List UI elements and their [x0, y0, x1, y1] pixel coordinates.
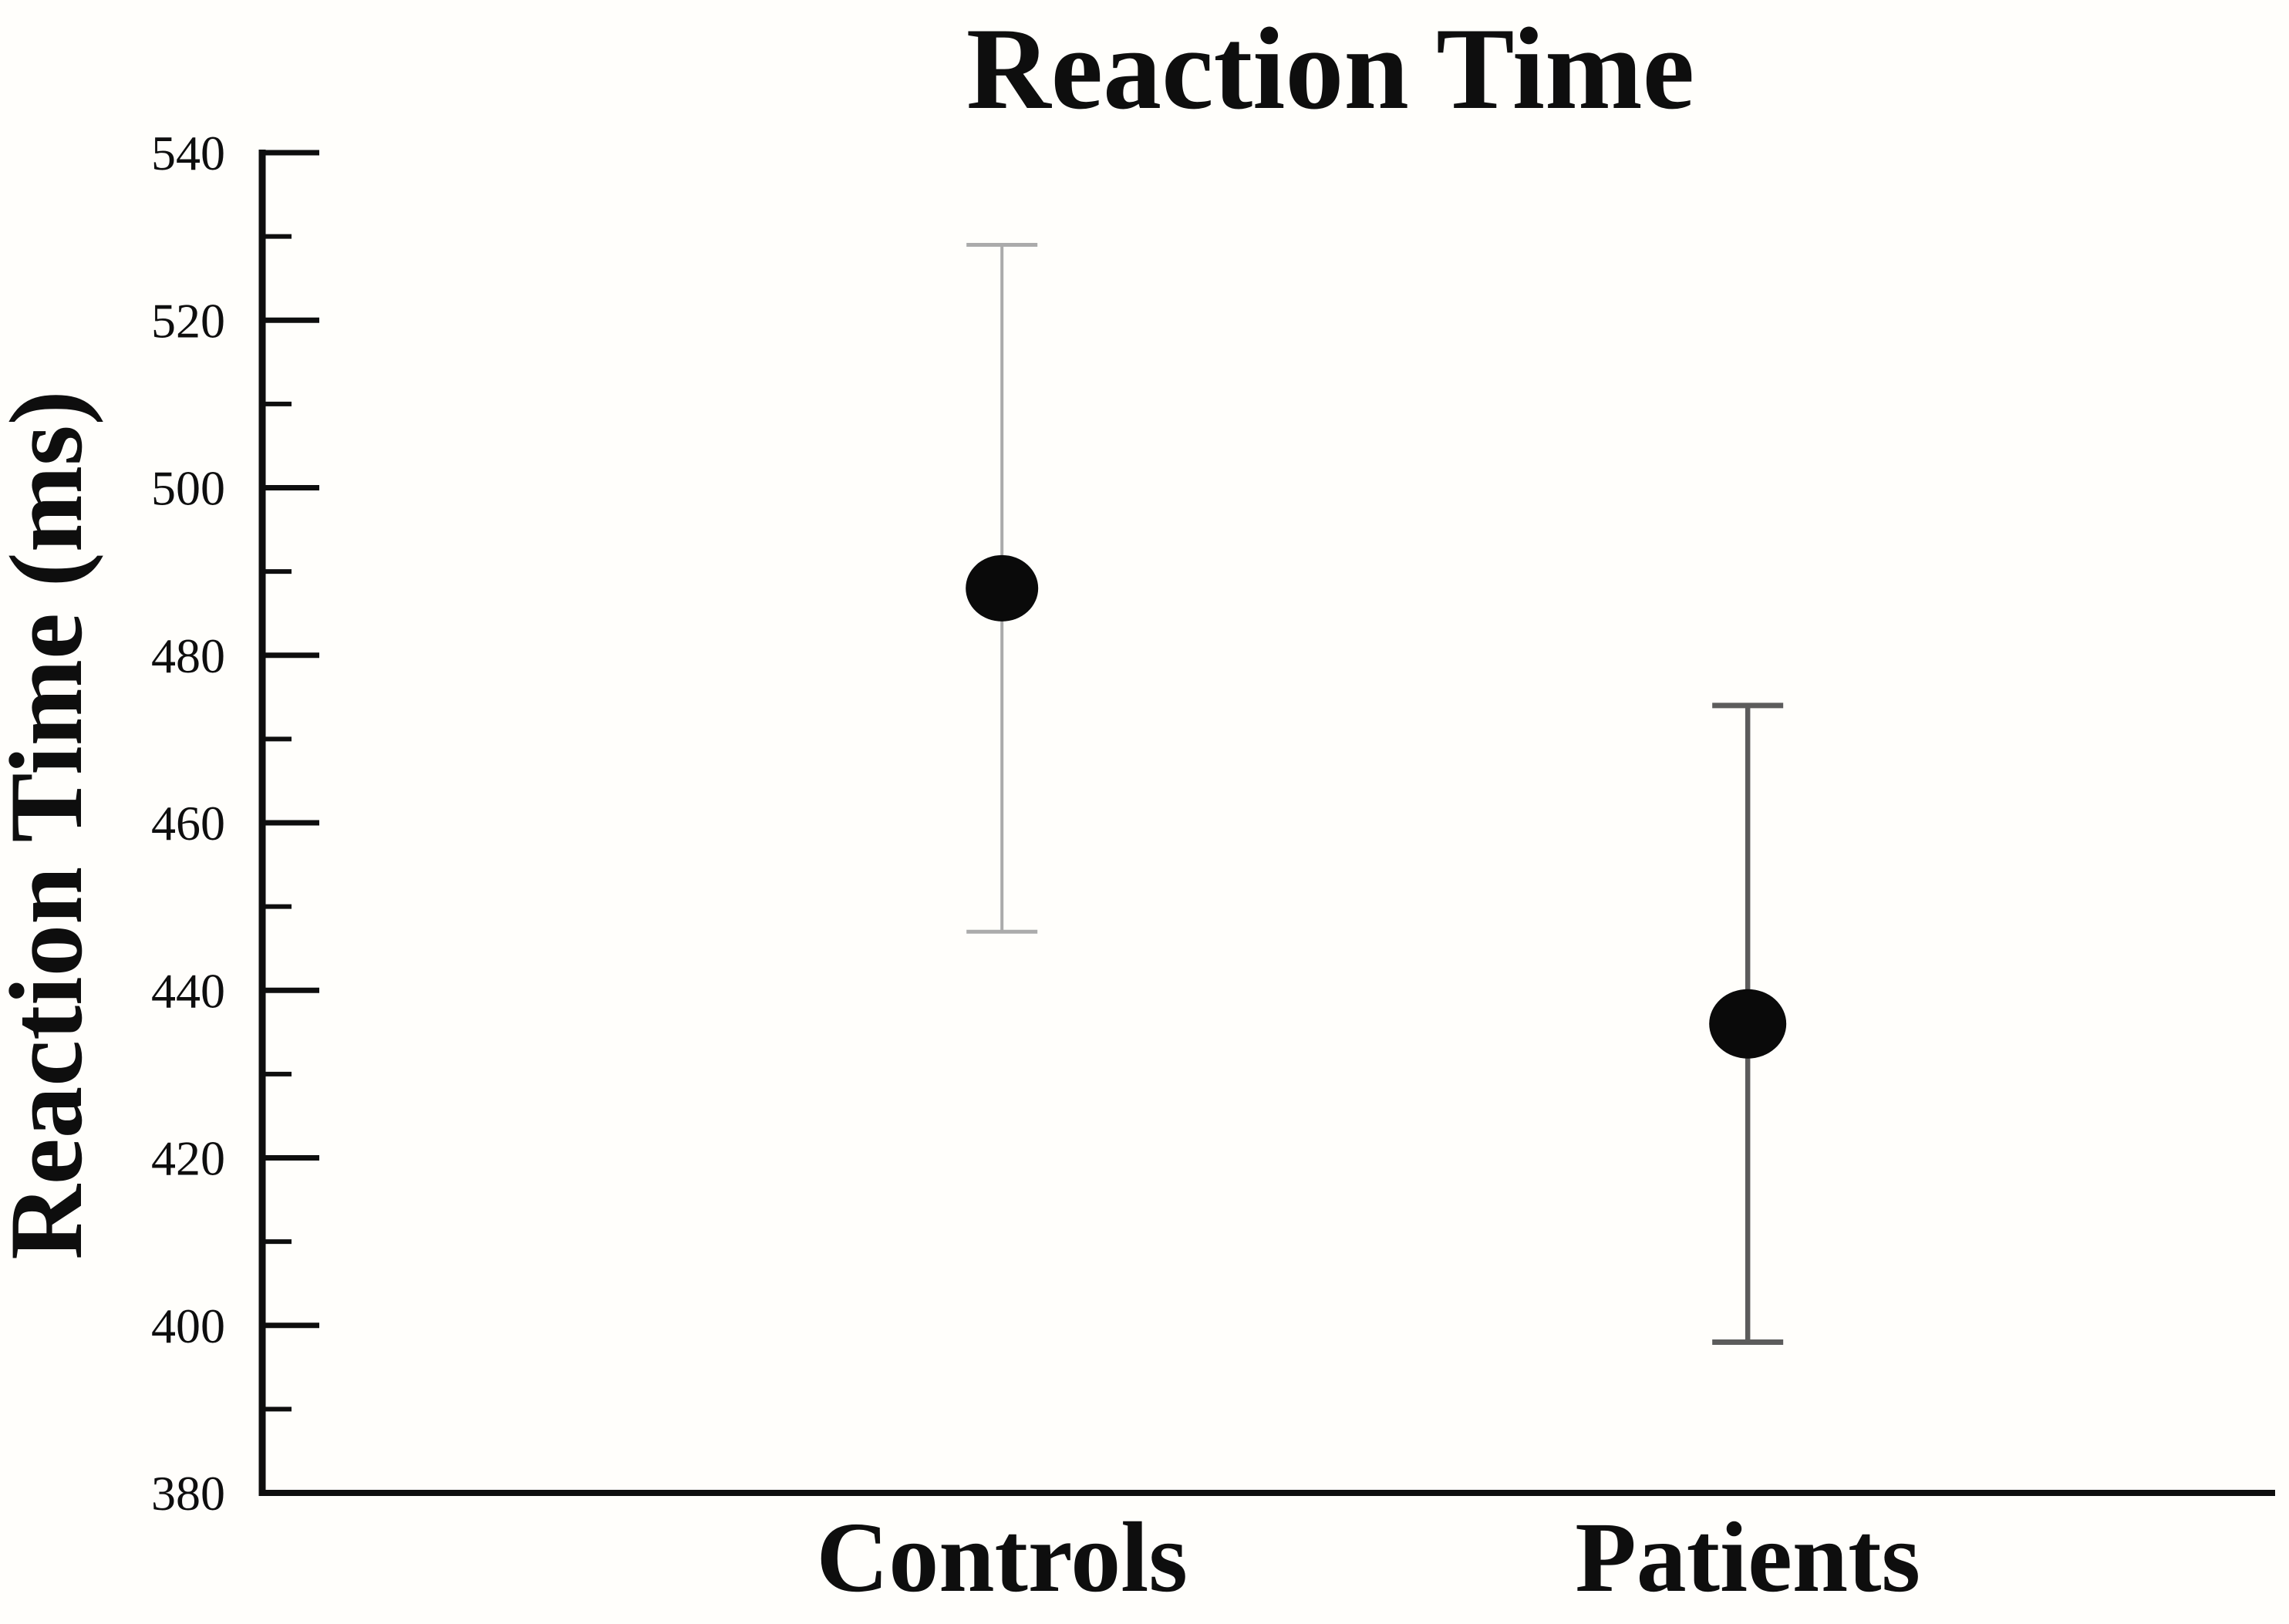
data-point-patients	[1709, 989, 1787, 1059]
y-tick-label: 520	[151, 293, 225, 348]
y-tick-label: 540	[151, 126, 225, 180]
chart-title: Reaction Time	[966, 4, 1694, 133]
x-category-label-patients: Patients	[1575, 1502, 1920, 1613]
y-tick-label: 400	[151, 1299, 225, 1353]
y-tick-label: 500	[151, 461, 225, 516]
y-tick-label: 440	[151, 963, 225, 1018]
y-tick-label: 420	[151, 1131, 225, 1186]
y-tick-label: 380	[151, 1466, 225, 1521]
y-axis-label: Reaction Time (ms)	[0, 390, 104, 1259]
y-tick-label: 480	[151, 628, 225, 683]
data-point-controls	[966, 554, 1039, 622]
y-tick-label: 460	[151, 796, 225, 851]
x-category-label-controls: Controls	[816, 1502, 1188, 1613]
plot-area: 380 400 420 440 460 480 500 520 540 Controls Patie…	[151, 126, 2275, 1613]
